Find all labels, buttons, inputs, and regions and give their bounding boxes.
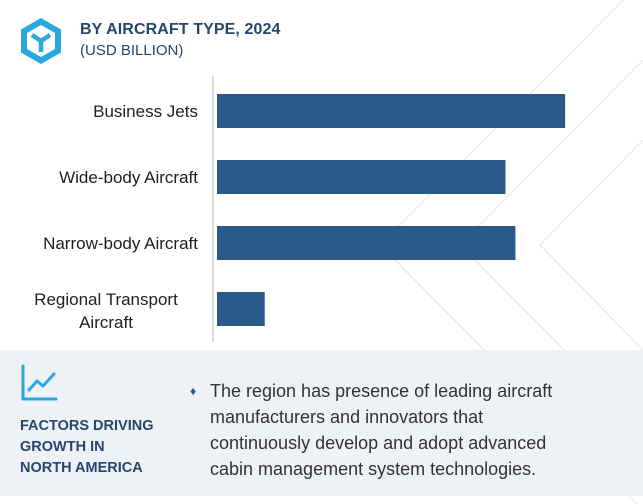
bar-3 [217, 292, 265, 326]
description-line: manufacturers and innovators that [210, 407, 484, 427]
factors-line: FACTORS DRIVING [20, 418, 154, 434]
factors-line: GROWTH IN [20, 439, 105, 455]
factor-description: The region has presence of leading aircr… [210, 378, 610, 482]
logo-icon [21, 18, 61, 64]
chart-title: BY AIRCRAFT TYPE, 2024 [80, 21, 281, 38]
category-label-1: Wide-body Aircraft [59, 168, 198, 187]
trend-chart-icon [21, 364, 58, 401]
factors-line: NORTH AMERICA [20, 460, 143, 476]
category-label-0: Business Jets [93, 102, 198, 121]
bar-1 [217, 160, 506, 194]
description-line: continuously develop and adopt advanced [210, 433, 547, 453]
category-label-3: Regional Transport Aircraft [34, 290, 178, 332]
bar-2 [217, 226, 516, 260]
bar-chart: Business Jets Wide-body Aircraft Narrow-bo… [34, 76, 566, 342]
description-line: The region has presence of leading aircr… [210, 381, 553, 401]
chart-subtitle: (USD BILLION) [80, 42, 184, 59]
description-line: cabin management system technologies. [210, 459, 537, 479]
growth-factors-panel: FACTORS DRIVING GROWTH IN NORTH AMERICA … [0, 350, 643, 496]
bar-0 [217, 94, 566, 128]
factors-heading: FACTORS DRIVING GROWTH IN NORTH AMERICA [20, 416, 180, 479]
diamond-bullet-icon: ♦ [190, 384, 197, 398]
category-label-2: Narrow-body Aircraft [43, 234, 198, 253]
